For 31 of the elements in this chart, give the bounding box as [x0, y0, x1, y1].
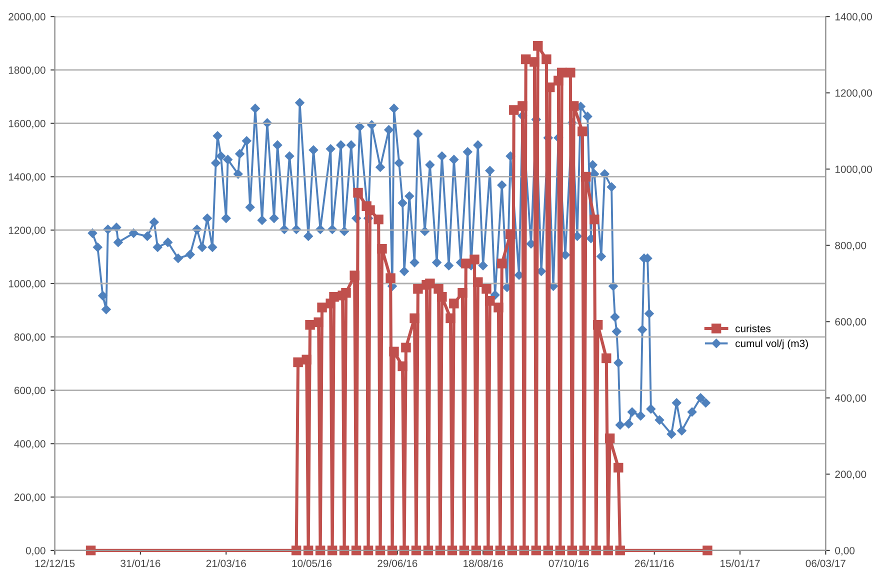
y-tick-label: 1400,00 [8, 173, 46, 182]
y-tick-label: 1000,00 [8, 280, 46, 289]
x-tick-label: 26/11/16 [634, 559, 674, 568]
x-tick-label: 15/01/17 [720, 559, 760, 568]
y-tick-label: 2000,00 [8, 13, 46, 22]
y2-tick-label: 1400,00 [835, 13, 872, 22]
y-tick-label: 200,00 [14, 494, 46, 502]
x-tick-label: 29/06/16 [378, 559, 418, 568]
x-tick-label: 18/08/16 [464, 559, 503, 568]
legend-label: cumul vol/j (m3) [736, 339, 808, 350]
y-tick-label: 1800,00 [8, 66, 46, 76]
y-tick-label: 0,00 [26, 546, 46, 556]
x-tick-label: 06/03/17 [806, 559, 846, 568]
y-tick-label: 1600,00 [8, 120, 46, 128]
x-tick-label: 12/12/15 [35, 559, 75, 568]
y-tick-label: 600,00 [14, 386, 46, 396]
x-tick-label: 31/01/16 [120, 559, 160, 568]
y-tick-label: 800,00 [14, 333, 46, 342]
x-tick-label: 21/03/16 [206, 559, 246, 568]
x-tick-label: 10/05/16 [292, 559, 332, 568]
y-tick-label: 400,00 [14, 440, 46, 449]
y2-tick-label: 1200,00 [835, 89, 872, 98]
y2-tick-label: 1000,00 [835, 166, 872, 174]
x-tick-label: 07/10/16 [548, 559, 589, 568]
y-tick-label: 1200,00 [8, 226, 46, 236]
y2-tick-label: 0,00 [835, 546, 855, 556]
y2-tick-label: 800,00 [835, 242, 866, 250]
legend-label: curistes [736, 324, 771, 332]
y2-tick-label: 400,00 [834, 394, 866, 404]
y2-tick-label: 200,00 [835, 470, 866, 480]
y2-tick-label: 600,00 [835, 318, 866, 327]
